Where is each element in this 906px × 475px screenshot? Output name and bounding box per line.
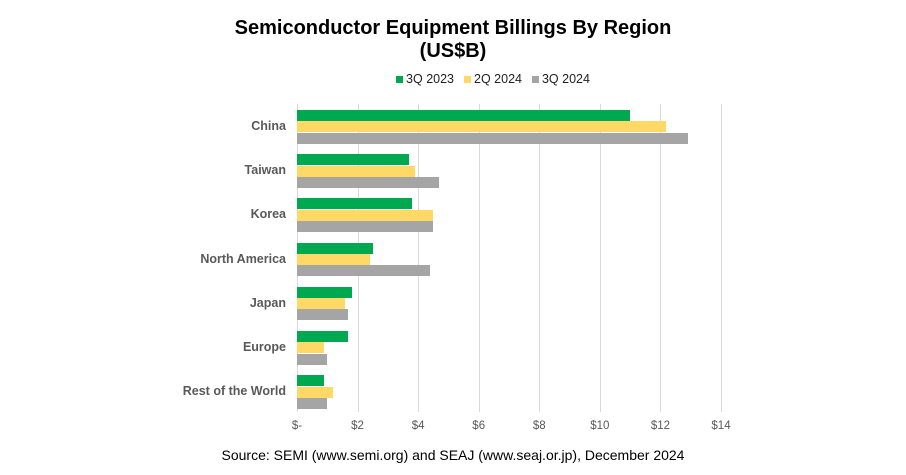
x-tick-label: $2	[351, 420, 364, 432]
bar	[297, 397, 328, 409]
legend-swatch	[396, 75, 404, 83]
legend-label: 3Q 2024	[541, 72, 590, 86]
bar	[297, 342, 325, 354]
legend-item: 2Q 2024	[464, 72, 522, 86]
x-tick-label: $10	[590, 420, 610, 432]
bar	[297, 265, 431, 277]
plot-area	[297, 104, 722, 412]
bar	[297, 331, 349, 342]
bar	[297, 353, 328, 365]
legend: 3Q 2023 2Q 2024 3Q 2024	[0, 72, 906, 86]
bar	[297, 154, 410, 166]
gridline	[721, 104, 722, 412]
gridline	[599, 104, 601, 412]
category-label: Taiwan	[244, 163, 286, 178]
bar	[297, 286, 352, 298]
bar	[297, 242, 373, 254]
gridline	[418, 104, 420, 412]
category-label: Korea	[250, 207, 286, 222]
title-line-2: (US$B)	[419, 40, 487, 62]
category-label: North America	[200, 251, 286, 266]
bar	[297, 375, 325, 387]
legend-item: 3Q 2023	[396, 72, 454, 86]
legend-swatch	[531, 75, 539, 83]
x-tick-label: $-	[291, 420, 303, 432]
bar	[297, 298, 346, 310]
bar	[297, 121, 667, 133]
bar	[297, 221, 434, 232]
bar	[297, 132, 688, 144]
x-tick-label: $14	[711, 420, 731, 432]
x-tick-label: $4	[411, 420, 425, 432]
bar	[297, 165, 416, 177]
bar	[297, 386, 334, 398]
bar	[297, 209, 434, 221]
title-line-1: Semiconductor Equipment Billings By Regi…	[234, 17, 672, 39]
legend-swatch	[464, 75, 472, 83]
legend-item: 3Q 2024	[531, 72, 590, 86]
gridline	[478, 104, 480, 412]
x-tick-label: $12	[650, 420, 671, 432]
bar	[297, 198, 413, 210]
legend-label: 3Q 2023	[406, 72, 455, 86]
bar	[297, 110, 631, 121]
bar	[297, 309, 349, 321]
bar	[297, 176, 440, 188]
x-tick-label: $6	[472, 420, 486, 432]
gridline	[660, 104, 662, 412]
bar	[297, 253, 370, 265]
x-tick-label: $8	[532, 420, 546, 432]
source-note: Source: SEMI (www.semi.org) and SEAJ (ww…	[221, 447, 685, 463]
category-label: Japan	[249, 295, 286, 310]
category-label: Europe	[242, 340, 286, 354]
chart-title: Semiconductor Equipment Billings By Regi…	[0, 17, 906, 63]
category-label: Rest of the World	[182, 384, 286, 399]
gridline	[539, 104, 541, 412]
category-label: China	[251, 119, 286, 133]
legend-label: 2Q 2024	[474, 72, 522, 86]
